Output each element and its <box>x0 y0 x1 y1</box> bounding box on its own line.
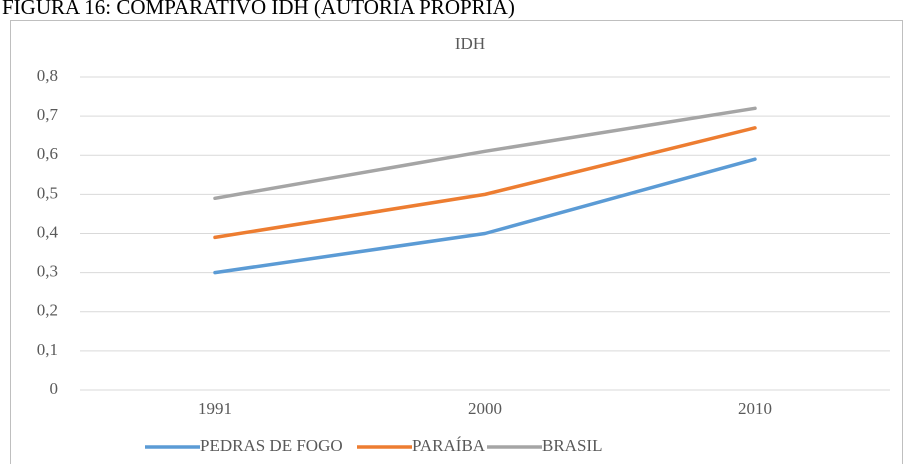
legend-label: PARAÍBA <box>412 436 486 455</box>
y-tick-label: 0,7 <box>37 105 59 124</box>
series-line <box>213 126 757 240</box>
series-line <box>213 157 757 275</box>
series-line <box>213 106 757 201</box>
chart-frame <box>10 20 903 464</box>
y-tick-label: 0,3 <box>37 262 58 281</box>
y-tick-label: 0,2 <box>37 301 58 320</box>
x-tick-label: 1991 <box>198 399 232 418</box>
y-tick-label: 0 <box>50 379 59 398</box>
y-tick-label: 0,4 <box>37 222 59 241</box>
y-tick-label: 0,6 <box>37 144 58 163</box>
y-tick-label: 0,5 <box>37 183 58 202</box>
legend-label: PEDRAS DE FOGO <box>200 436 343 455</box>
x-tick-label: 2000 <box>468 399 502 418</box>
y-tick-label: 0,1 <box>37 340 58 359</box>
x-tick-label: 2010 <box>738 399 772 418</box>
legend-label: BRASIL <box>542 436 602 455</box>
y-tick-label: 0,8 <box>37 66 58 85</box>
chart-title: IDH <box>455 34 485 53</box>
caption: FIGURA 16: COMPARATIVO IDH (AUTORIA PRÓP… <box>2 0 515 19</box>
